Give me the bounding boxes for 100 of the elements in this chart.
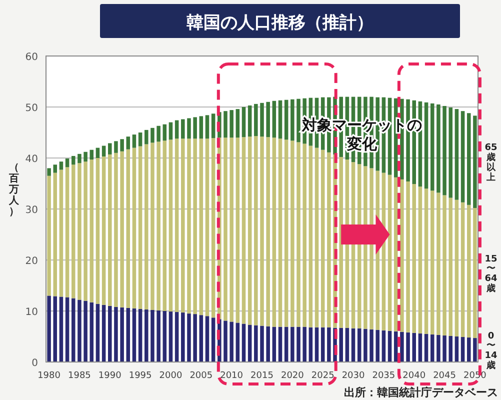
bar <box>71 156 76 165</box>
bar <box>290 140 294 327</box>
x-tick-label: 1980 <box>38 371 61 381</box>
x-tick-label: 1995 <box>128 371 152 381</box>
bar <box>260 102 264 137</box>
bar <box>96 304 100 362</box>
bar <box>236 138 240 323</box>
bar <box>466 113 471 205</box>
bar <box>406 181 410 332</box>
bar <box>132 148 136 308</box>
bar <box>102 156 106 305</box>
bar <box>181 119 185 139</box>
bar <box>278 138 282 327</box>
bar <box>248 136 252 325</box>
bar <box>71 164 76 298</box>
y-tick-label: 50 <box>25 103 38 114</box>
bar <box>150 310 154 362</box>
bar <box>168 312 173 362</box>
bar <box>230 138 234 322</box>
y-tick-label: 10 <box>25 307 38 318</box>
bar <box>53 172 58 296</box>
bar <box>211 138 216 318</box>
bar <box>47 168 51 176</box>
bar <box>314 148 319 328</box>
bar <box>78 300 82 362</box>
bar <box>156 310 160 362</box>
x-tick-label: 2040 <box>402 371 426 381</box>
bar <box>442 335 446 362</box>
bar <box>296 142 300 327</box>
bar <box>308 327 313 362</box>
bar <box>272 326 276 362</box>
bar <box>120 151 124 308</box>
bar <box>114 152 118 307</box>
bar <box>248 324 252 362</box>
y-tick-label: 40 <box>25 154 38 165</box>
bar <box>254 325 258 362</box>
bar <box>138 308 142 362</box>
bar <box>327 152 331 328</box>
bar <box>424 102 428 189</box>
bar <box>436 104 440 193</box>
bar <box>108 306 112 362</box>
x-tick-label: 2045 <box>433 371 456 381</box>
bar <box>144 309 148 362</box>
bar <box>162 311 167 362</box>
bar <box>394 331 398 362</box>
bar <box>84 162 88 301</box>
bar <box>296 98 300 142</box>
x-tick-label: 1985 <box>68 371 91 381</box>
bar <box>168 122 173 140</box>
bar <box>290 99 294 141</box>
bar <box>102 146 106 156</box>
bar <box>442 195 446 336</box>
bar <box>205 138 210 316</box>
bar <box>418 186 422 334</box>
bar <box>132 308 136 362</box>
bar <box>284 326 288 362</box>
bar <box>460 202 465 338</box>
bar <box>278 100 282 139</box>
bar <box>187 314 191 362</box>
series-label: 0〜14歳 <box>484 331 498 372</box>
bar <box>71 298 76 362</box>
bar <box>199 315 204 362</box>
bar <box>187 118 191 139</box>
bar <box>260 326 264 362</box>
bar <box>376 330 380 362</box>
bar <box>53 296 58 362</box>
x-tick-label: 2000 <box>159 371 182 381</box>
bar <box>174 120 179 139</box>
bar <box>442 106 446 196</box>
bar <box>211 114 216 138</box>
bar <box>430 103 434 191</box>
bar <box>290 326 294 362</box>
bar <box>454 336 459 362</box>
bar <box>65 158 70 168</box>
bar <box>174 312 179 362</box>
x-tick-label: 2050 <box>464 371 487 381</box>
bar <box>156 142 160 310</box>
bar <box>96 148 100 158</box>
bar <box>84 152 88 162</box>
y-tick-label: 0 <box>32 358 38 369</box>
bar <box>266 102 270 138</box>
bar <box>138 132 142 146</box>
bar <box>357 328 362 362</box>
bar <box>418 333 422 362</box>
bar <box>278 326 282 362</box>
series-label: 65歳以上 <box>484 143 498 183</box>
bar <box>448 336 453 362</box>
bar <box>466 204 471 338</box>
bar <box>284 100 288 140</box>
bar <box>320 327 325 362</box>
bar <box>224 320 228 362</box>
bar <box>339 328 343 362</box>
bar <box>90 160 94 302</box>
bar <box>430 190 434 334</box>
bar <box>424 334 428 362</box>
bar <box>90 150 94 160</box>
bar <box>320 150 325 328</box>
bar <box>90 302 94 362</box>
bar <box>126 136 130 150</box>
bar <box>412 184 416 333</box>
